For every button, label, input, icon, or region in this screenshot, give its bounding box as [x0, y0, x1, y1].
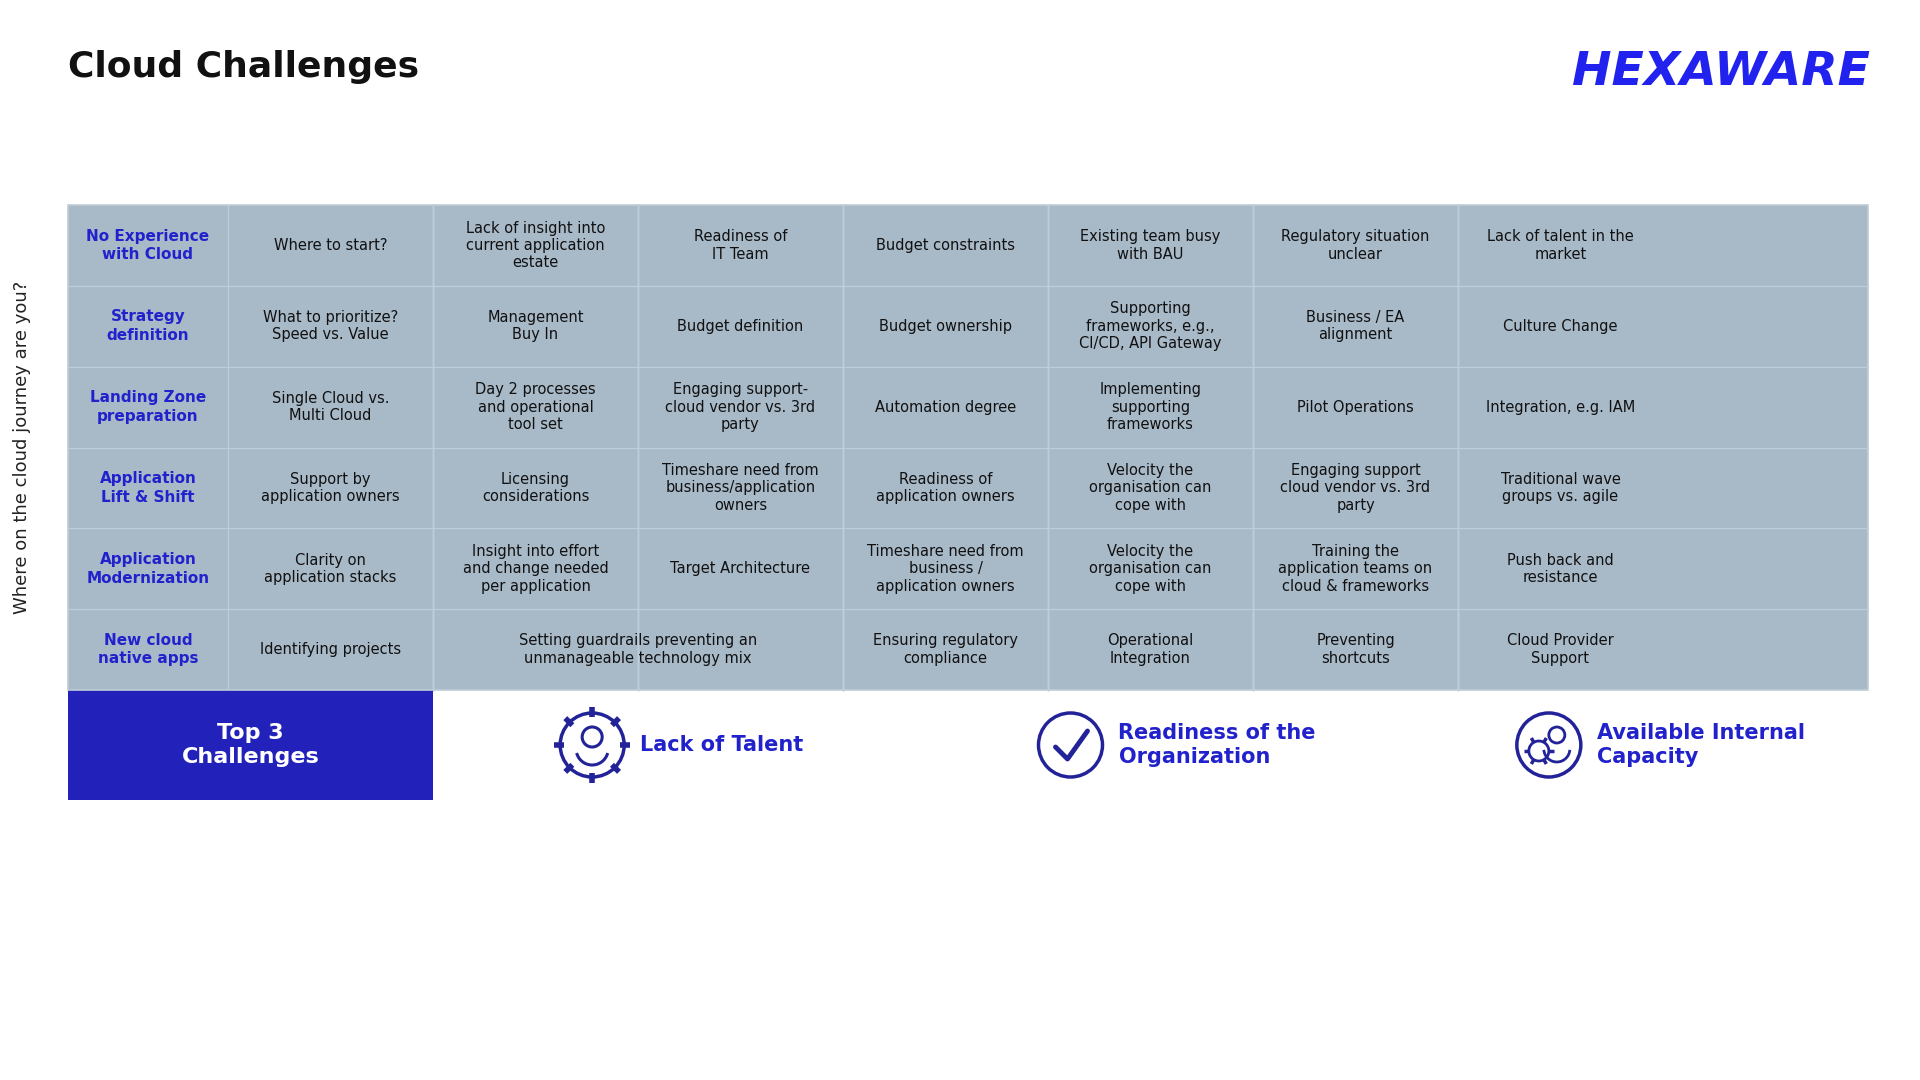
Text: Identifying projects: Identifying projects [259, 643, 401, 657]
Text: Existing team busy
with BAU: Existing team busy with BAU [1081, 229, 1221, 261]
Text: Readiness of
application owners: Readiness of application owners [876, 472, 1016, 504]
Text: Budget constraints: Budget constraints [876, 238, 1016, 253]
Text: Where to start?: Where to start? [275, 238, 388, 253]
Text: Regulatory situation
unclear: Regulatory situation unclear [1281, 229, 1430, 261]
Text: What to prioritize?
Speed vs. Value: What to prioritize? Speed vs. Value [263, 310, 397, 342]
Text: Insight into effort
and change needed
per application: Insight into effort and change needed pe… [463, 544, 609, 594]
Bar [67, 205, 1868, 690]
Text: Pilot Operations: Pilot Operations [1298, 400, 1413, 415]
Text: Support by
application owners: Support by application owners [261, 472, 399, 504]
Text: Day 2 processes
and operational
tool set: Day 2 processes and operational tool set [474, 382, 595, 432]
Text: New cloud
native apps: New cloud native apps [98, 633, 198, 666]
Text: Budget ownership: Budget ownership [879, 319, 1012, 334]
Text: Application
Lift & Shift: Application Lift & Shift [100, 471, 196, 504]
Text: Strategy
definition: Strategy definition [108, 310, 190, 343]
Text: Integration, e.g. IAM: Integration, e.g. IAM [1486, 400, 1636, 415]
Text: Where on the cloud journey are you?: Where on the cloud journey are you? [13, 281, 31, 615]
Text: Operational
Integration: Operational Integration [1108, 633, 1194, 665]
Text: Preventing
shortcuts: Preventing shortcuts [1315, 633, 1394, 665]
Bar [67, 205, 1868, 690]
Text: Top 3
Challenges: Top 3 Challenges [182, 723, 319, 768]
Text: Supporting
frameworks, e.g.,
CI/CD, API Gateway: Supporting frameworks, e.g., CI/CD, API … [1079, 301, 1221, 351]
Text: Training the
application teams on
cloud & frameworks: Training the application teams on cloud … [1279, 544, 1432, 594]
Text: Target Architecture: Target Architecture [670, 562, 810, 577]
Text: Implementing
supporting
frameworks: Implementing supporting frameworks [1100, 382, 1202, 432]
Text: Setting guardrails preventing an
unmanageable technology mix: Setting guardrails preventing an unmanag… [518, 633, 756, 665]
Text: Push back and
resistance: Push back and resistance [1507, 553, 1615, 585]
Text: Automation degree: Automation degree [876, 400, 1016, 415]
Text: Engaging support-
cloud vendor vs. 3rd
party: Engaging support- cloud vendor vs. 3rd p… [666, 382, 816, 432]
Text: Lack of Talent: Lack of Talent [639, 735, 803, 755]
Text: Engaging support
cloud vendor vs. 3rd
party: Engaging support cloud vendor vs. 3rd pa… [1281, 463, 1430, 513]
Text: No Experience
with Cloud: No Experience with Cloud [86, 229, 209, 262]
Text: Culture Change: Culture Change [1503, 319, 1619, 334]
Text: Licensing
considerations: Licensing considerations [482, 472, 589, 504]
Text: Readiness of the
Organization: Readiness of the Organization [1119, 723, 1315, 768]
Text: Management
Buy In: Management Buy In [488, 310, 584, 342]
Text: Velocity the
organisation can
cope with: Velocity the organisation can cope with [1089, 463, 1212, 513]
Text: Timeshare need from
business /
application owners: Timeshare need from business / applicati… [868, 544, 1023, 594]
Text: Business / EA
alignment: Business / EA alignment [1306, 310, 1405, 342]
Text: Velocity the
organisation can
cope with: Velocity the organisation can cope with [1089, 544, 1212, 594]
Text: Traditional wave
groups vs. agile: Traditional wave groups vs. agile [1501, 472, 1620, 504]
Text: Clarity on
application stacks: Clarity on application stacks [265, 553, 397, 585]
Text: Single Cloud vs.
Multi Cloud: Single Cloud vs. Multi Cloud [273, 391, 390, 423]
Text: Cloud Challenges: Cloud Challenges [67, 50, 419, 84]
Text: Budget definition: Budget definition [678, 319, 804, 334]
Text: Landing Zone
preparation: Landing Zone preparation [90, 390, 205, 423]
Text: Lack of insight into
current application
estate: Lack of insight into current application… [467, 220, 605, 270]
Text: Timeshare need from
business/application
owners: Timeshare need from business/application… [662, 463, 818, 513]
Text: Application
Modernization: Application Modernization [86, 552, 209, 585]
Bar [67, 690, 434, 800]
Text: Cloud Provider
Support: Cloud Provider Support [1507, 633, 1615, 665]
Text: Lack of talent in the
market: Lack of talent in the market [1488, 229, 1634, 261]
Text: Available Internal
Capacity: Available Internal Capacity [1597, 723, 1805, 768]
Text: HEXAWARE: HEXAWARE [1572, 50, 1870, 95]
Text: Ensuring regulatory
compliance: Ensuring regulatory compliance [874, 633, 1018, 665]
Text: Readiness of
IT Team: Readiness of IT Team [693, 229, 787, 261]
